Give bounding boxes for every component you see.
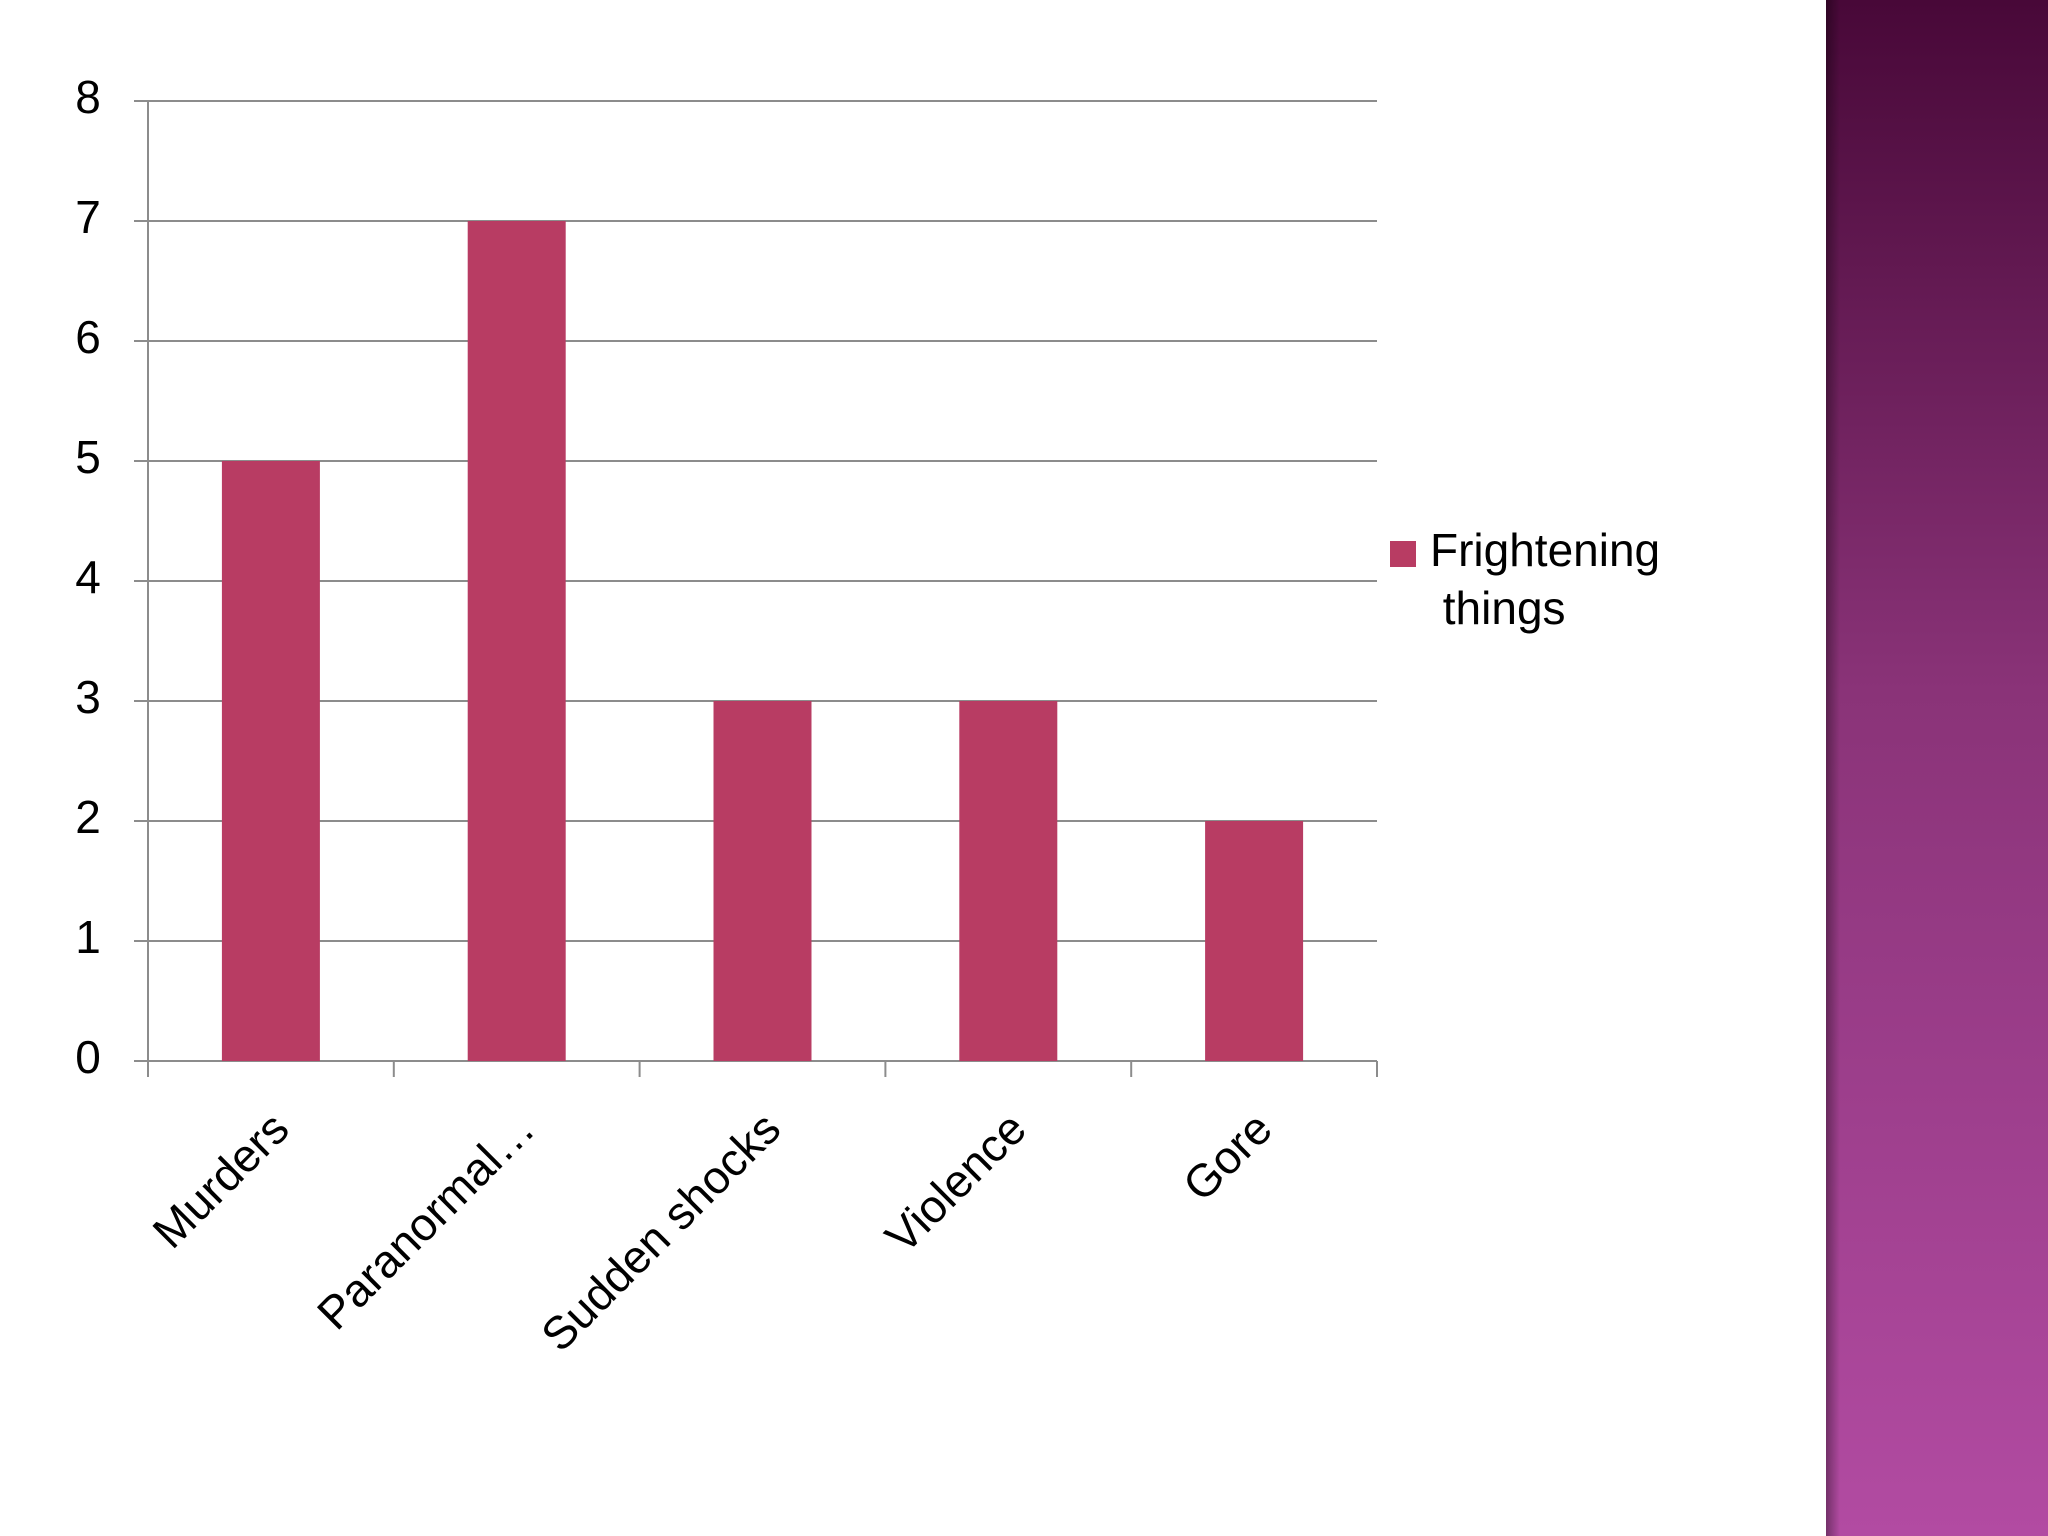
y-tick-label: 2 [75, 791, 101, 843]
bar [1205, 821, 1304, 1061]
y-tick-label: 4 [75, 551, 101, 603]
y-tick-label: 3 [75, 671, 101, 723]
side-strip-edge [1826, 0, 1840, 1536]
legend-label: Frightening things [1430, 524, 1660, 634]
bar [467, 221, 566, 1061]
x-tick-label: Gore [1173, 1102, 1282, 1211]
x-tick-label: Paranormal… [307, 1102, 544, 1339]
y-tick-label: 7 [75, 191, 101, 243]
x-tick-label: Murders [142, 1102, 298, 1258]
x-tick-label: Violence [875, 1102, 1036, 1263]
side-strip [1826, 0, 2048, 1536]
y-tick-label: 5 [75, 431, 101, 483]
legend-swatch [1390, 541, 1416, 567]
y-tick-label: 0 [75, 1031, 101, 1083]
legend-label-line: things [1430, 582, 1566, 634]
bar [959, 701, 1058, 1061]
y-tick-label: 8 [75, 71, 101, 123]
x-tick-label: Sudden shocks [531, 1102, 790, 1361]
bar [713, 701, 812, 1061]
y-tick-label: 1 [75, 911, 101, 963]
legend-label-line: Frightening [1430, 524, 1660, 576]
y-tick-label: 6 [75, 311, 101, 363]
bar [221, 461, 320, 1061]
